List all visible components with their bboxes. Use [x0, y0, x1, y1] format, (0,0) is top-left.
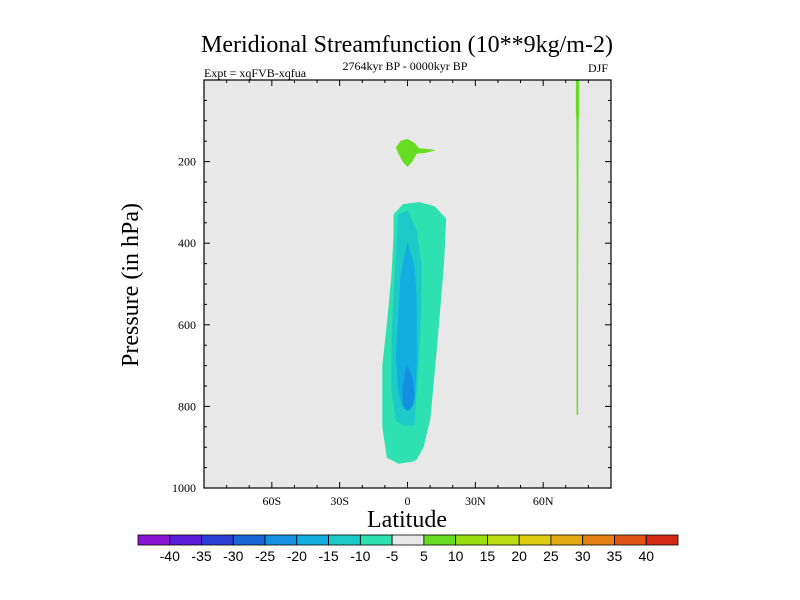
colorbar-label: 10	[448, 548, 464, 564]
chart-title: Meridional Streamfunction (10**9kg/m-2)	[201, 32, 613, 58]
contour-tropical-core-25	[402, 364, 415, 411]
y-tick-label: 600	[178, 318, 196, 332]
y-tick-label: 200	[178, 155, 196, 169]
colorbar-labels: -40 -35 -30 -25 -20 -15 -10 -5 5 10 15 20 25 30 35 40	[160, 548, 655, 564]
contour-tropical-core-20	[395, 243, 417, 411]
x-tick-label: 60N	[533, 494, 554, 508]
colorbar-box	[232, 534, 266, 546]
colorbar-label: -40	[160, 548, 180, 564]
colorbar-box	[328, 534, 361, 546]
colorbar-box	[518, 534, 552, 546]
colorbar-box	[423, 534, 457, 546]
experiment-label: Expt = xqFVB-xqfua	[204, 66, 307, 80]
colorbar-label: -30	[223, 548, 243, 564]
colorbar-label: 20	[511, 548, 527, 564]
colorbar-box	[391, 534, 425, 546]
x-tick-label: 30S	[330, 494, 349, 508]
colorbar-label: 30	[575, 548, 591, 564]
y-tick-label: 1000	[172, 481, 196, 495]
colorbar-box	[582, 534, 615, 546]
colorbar-label: 40	[638, 548, 654, 564]
period-label: 2764kyr BP - 0000kyr BP	[343, 59, 468, 73]
colorbar-label: 35	[607, 548, 623, 564]
colorbar-box	[645, 534, 679, 546]
colorbar-label: -5	[386, 548, 399, 564]
colorbar-box	[201, 534, 234, 546]
colorbar-box	[487, 534, 520, 546]
x-axis-title: Latitude	[367, 507, 447, 533]
contour-northern-positive-line	[575, 79, 580, 415]
x-tick-label: 60S	[262, 494, 281, 508]
colorbar-label: 5	[420, 548, 428, 564]
colorbar-label: -10	[350, 548, 370, 564]
colorbar-label: 15	[480, 548, 496, 564]
x-tick-label: 30N	[465, 494, 486, 508]
colorbar-box	[455, 534, 488, 546]
colorbar-label: 25	[543, 548, 559, 564]
season-label: DJF	[588, 61, 608, 75]
colorbar-label: -25	[255, 548, 275, 564]
axis-tick-labels: 60S 30S 0 30N 60N 200 400 600 800 1000	[172, 155, 554, 508]
colorbar-box	[614, 534, 647, 546]
colorbar	[137, 534, 679, 546]
contour-regions	[382, 79, 580, 464]
colorbar-box	[296, 534, 329, 546]
y-tick-label: 800	[178, 399, 196, 413]
colorbar-label: -20	[287, 548, 307, 564]
colorbar-box	[169, 534, 202, 546]
colorbar-box	[550, 534, 584, 546]
colorbar-box	[359, 534, 393, 546]
x-tick-label: 0	[405, 494, 411, 508]
axis-ticks	[204, 80, 611, 488]
colorbar-box	[264, 534, 298, 546]
colorbar-label: -15	[318, 548, 338, 564]
y-axis-title: Pressure (in hPa)	[118, 203, 144, 367]
contour-upper-positive-blob	[395, 138, 435, 167]
colorbar-label: -35	[191, 548, 211, 564]
colorbar-box	[137, 534, 171, 546]
y-tick-label: 400	[178, 236, 196, 250]
